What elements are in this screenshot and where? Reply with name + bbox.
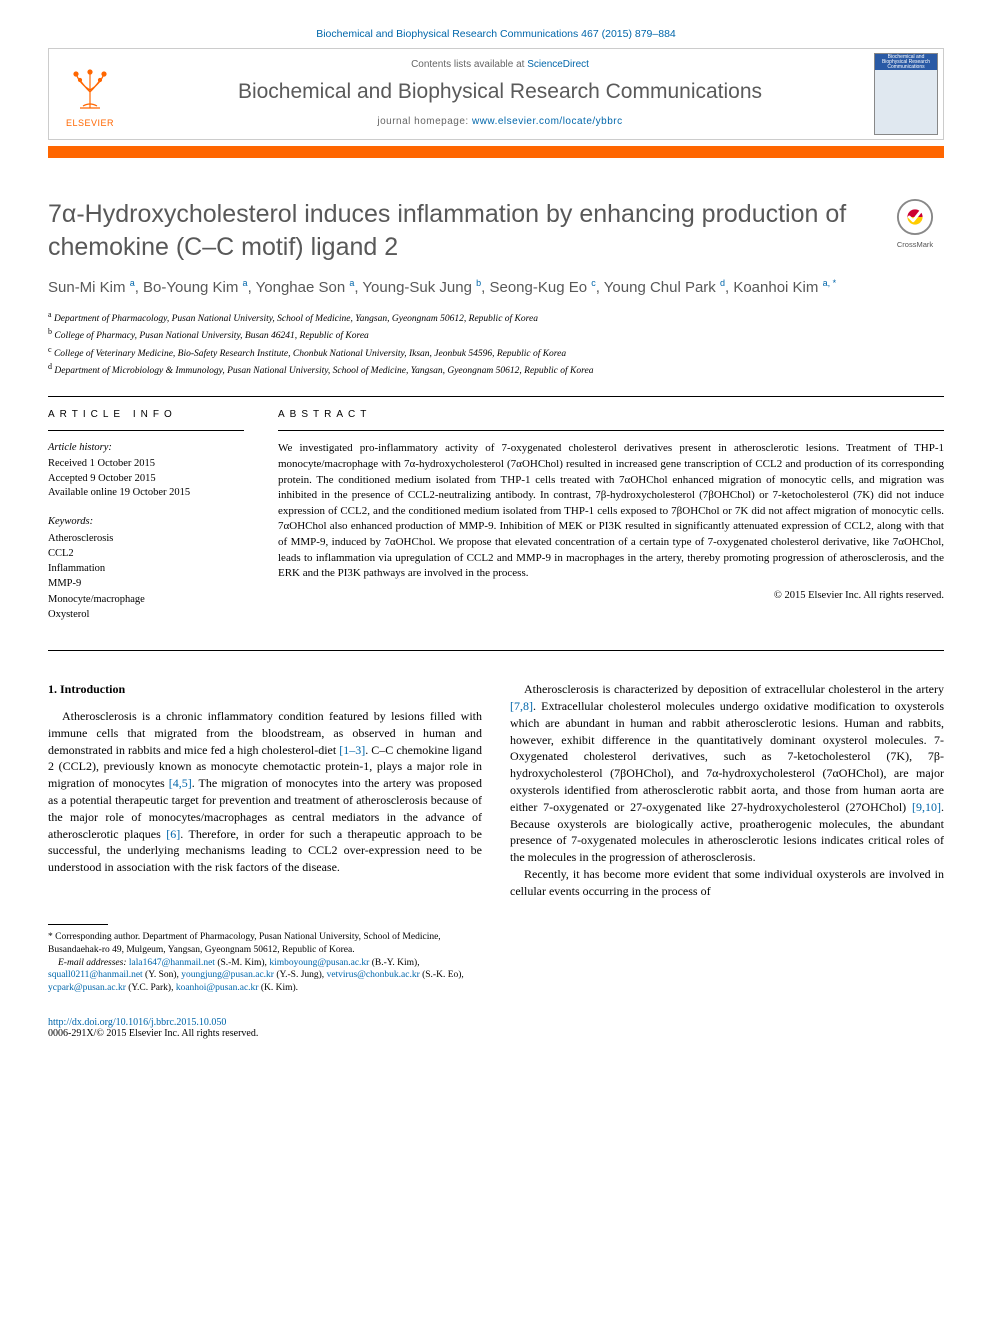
doi-line: http://dx.doi.org/10.1016/j.bbrc.2015.10… [48, 1017, 944, 1028]
ref-link[interactable]: [4,5] [169, 776, 192, 790]
article-info-heading: article info [48, 409, 244, 420]
journal-homepage: journal homepage: www.elsevier.com/locat… [135, 116, 865, 127]
email-link[interactable]: youngjung@pusan.ac.kr [181, 970, 274, 980]
citation-line: Biochemical and Biophysical Research Com… [48, 28, 944, 40]
body-paragraph: Atherosclerosis is a chronic inflammator… [48, 708, 482, 876]
email-link[interactable]: lala1647@hanmail.net [129, 958, 215, 968]
received-date: Received 1 October 2015 [48, 457, 244, 472]
crossmark-badge[interactable]: CrossMark [886, 198, 944, 249]
sciencedirect-link[interactable]: ScienceDirect [527, 59, 589, 70]
crossmark-icon [896, 198, 934, 236]
email-link[interactable]: squall0211@hanmail.net [48, 970, 143, 980]
divider [278, 430, 944, 431]
accepted-date: Accepted 9 October 2015 [48, 472, 244, 487]
journal-cover-thumb: Biochemical and Biophysical Research Com… [869, 49, 943, 139]
footnote-separator [48, 924, 108, 925]
section-heading: 1. Introduction [48, 681, 482, 698]
ref-link[interactable]: [9,10] [912, 800, 941, 814]
elsevier-wordmark: ELSEVIER [66, 118, 114, 128]
affiliations: a Department of Pharmacology, Pusan Nati… [48, 309, 944, 379]
email-link[interactable]: koanhoi@pusan.ac.kr [176, 983, 259, 993]
divider [48, 396, 944, 397]
body-paragraph: Recently, it has become more evident tha… [510, 866, 944, 900]
abstract-text: We investigated pro-inflammatory activit… [278, 441, 944, 581]
journal-title: Biochemical and Biophysical Research Com… [135, 80, 865, 104]
elsevier-logo: ELSEVIER [49, 49, 131, 139]
doi-link[interactable]: http://dx.doi.org/10.1016/j.bbrc.2015.10… [48, 1017, 226, 1028]
email-link[interactable]: ycpark@pusan.ac.kr [48, 983, 126, 993]
abstract-copyright: © 2015 Elsevier Inc. All rights reserved… [278, 590, 944, 601]
journal-header: ELSEVIER Contents lists available at Sci… [48, 48, 944, 140]
keywords-label: Keywords: [48, 515, 244, 530]
online-date: Available online 19 October 2015 [48, 486, 244, 501]
email-link[interactable]: kimboyoung@pusan.ac.kr [269, 958, 369, 968]
issn-copyright: 0006-291X/© 2015 Elsevier Inc. All right… [48, 1028, 944, 1039]
homepage-link[interactable]: www.elsevier.com/locate/ybbrc [472, 116, 623, 127]
elsevier-tree-icon [62, 60, 118, 116]
email-link[interactable]: vetvirus@chonbuk.ac.kr [327, 970, 420, 980]
article-title: 7α-Hydroxycholesterol induces inflammati… [48, 198, 870, 263]
abstract-heading: abstract [278, 409, 944, 420]
keywords-list: Atherosclerosis CCL2 Inflammation MMP-9 … [48, 531, 244, 622]
body-paragraph: Atherosclerosis is characterized by depo… [510, 681, 944, 866]
body-columns: 1. Introduction Atherosclerosis is a chr… [48, 681, 944, 995]
ref-link[interactable]: [7,8] [510, 699, 533, 713]
divider [48, 650, 944, 651]
divider [48, 430, 244, 431]
crossmark-label: CrossMark [886, 240, 944, 249]
orange-divider [48, 146, 944, 158]
ref-link[interactable]: [6] [166, 827, 180, 841]
history-label: Article history: [48, 441, 244, 456]
authors-line: Sun-Mi Kim a, Bo-Young Kim a, Yonghae So… [48, 277, 944, 299]
ref-link[interactable]: [1–3] [339, 743, 365, 757]
footnotes: * Corresponding author. Department of Ph… [48, 931, 482, 995]
contents-available: Contents lists available at ScienceDirec… [135, 59, 865, 70]
